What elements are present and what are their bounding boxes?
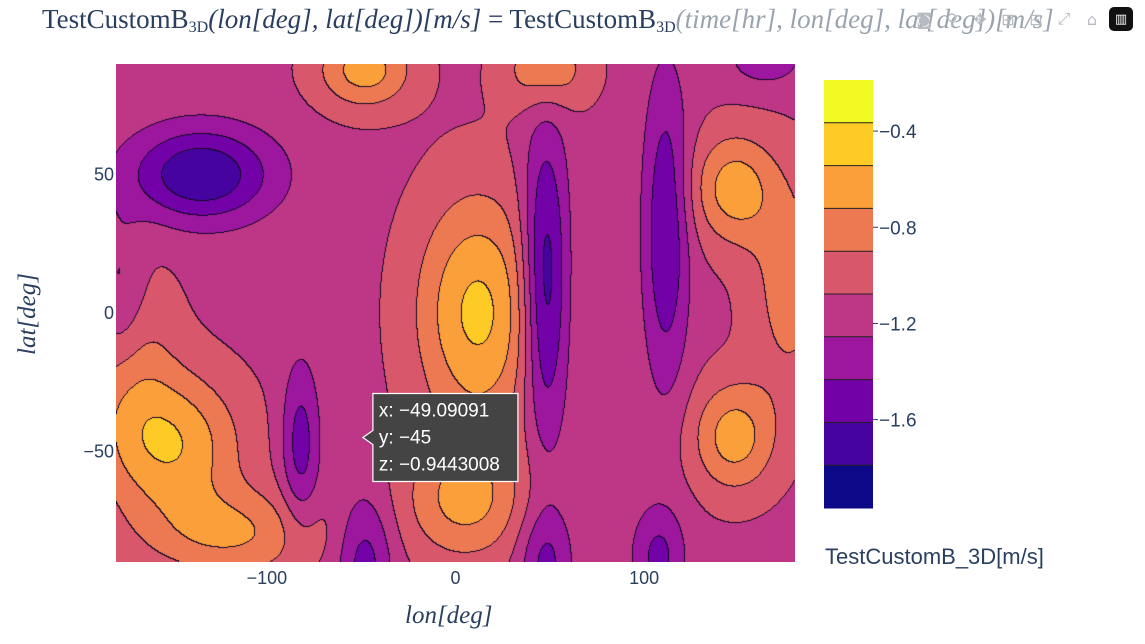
chart-title: TestCustomB3D(lon[deg], lat[deg])[m/s] =… (42, 4, 1054, 36)
hover-line: x: −49.09091 (379, 401, 489, 422)
colorbar-band (824, 465, 873, 509)
y-tick-label: −50 (83, 441, 114, 461)
colorbar-tick-label: −1.6 (879, 411, 917, 432)
colorbar-band (824, 294, 873, 338)
colorbar-band (824, 251, 873, 295)
zoom-out-icon[interactable]: ⊟ (1029, 9, 1043, 29)
hover-box (361, 392, 519, 483)
colorbar-tick-label: −0.8 (879, 218, 917, 239)
modebar: ◙ ⚲ ✥ ⊞ ⊟ ⤢ ⌂ ▥ (913, 6, 1133, 32)
zoom-in-icon[interactable]: ⊞ (1001, 9, 1015, 29)
autoscale-icon[interactable]: ⤢ (1057, 9, 1071, 28)
hover-line: z: −0.9443008 (379, 455, 500, 476)
colorbar: −0.4 −0.8 −1.2 −1.6 (824, 80, 917, 509)
hover-tooltip: x: −49.09091 y: −45 z: −0.9443008 (361, 392, 519, 483)
camera-icon[interactable]: ◙ (916, 9, 932, 29)
y-axis-title: lat[deg] (14, 273, 41, 355)
colorbar-title: TestCustomB_3D[m/s] (825, 544, 1044, 569)
colorbar-band (824, 422, 873, 466)
colorbar-band (824, 165, 873, 209)
contour-field (116, 64, 795, 562)
pan-icon[interactable]: ✥ (973, 9, 987, 29)
colorbar-band (824, 80, 873, 124)
home-icon[interactable]: ⌂ (1086, 9, 1098, 29)
x-tick-label: 100 (629, 568, 659, 588)
x-axis-title: lon[deg] (405, 602, 493, 629)
colorbar-band (824, 379, 873, 423)
y-tick-label: 50 (94, 165, 114, 185)
colorbar-band (824, 336, 873, 381)
x-tick-label: 0 (450, 568, 460, 588)
y-tick-label: 0 (104, 303, 114, 323)
hover-line: y: −45 (379, 428, 431, 449)
zoom-icon[interactable]: ⚲ (946, 9, 958, 29)
colorbar-band (824, 122, 873, 167)
colorbar-tick-label: −0.4 (879, 122, 917, 143)
x-tick-label: −100 (247, 568, 288, 588)
plotly-logo-icon[interactable]: ▥ (1109, 7, 1133, 31)
colorbar-tick-label: −1.2 (879, 314, 917, 335)
axis-tick-labels: −100 0 100 −50 0 50 (83, 165, 659, 588)
colorbar-band (824, 208, 873, 252)
